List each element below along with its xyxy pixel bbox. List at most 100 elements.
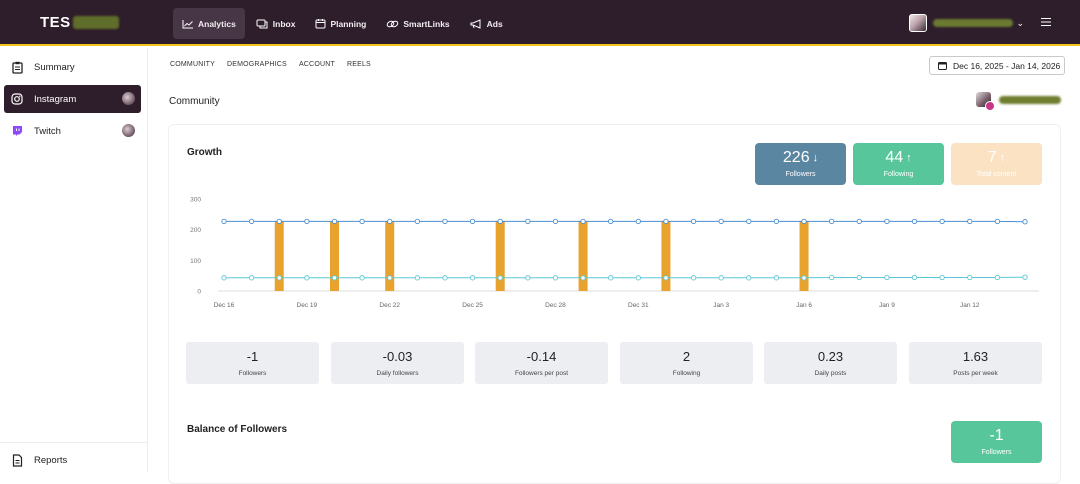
data-point	[940, 219, 944, 223]
sidebar-item-twitch[interactable]: Twitch	[4, 117, 141, 145]
hamburger-menu-icon[interactable]	[1040, 17, 1052, 27]
data-point	[774, 219, 778, 223]
data-point	[305, 219, 309, 223]
nav-smartlinks[interactable]: SmartLinks	[377, 8, 458, 39]
twitch-icon	[10, 124, 24, 138]
metric-label: Daily posts	[764, 370, 897, 377]
sidebar-item-label: Reports	[34, 455, 67, 466]
brand-name-redacted	[73, 16, 119, 29]
nav-analytics[interactable]: Analytics	[173, 8, 245, 39]
arrow-up-icon: ↑	[1000, 152, 1006, 164]
sidebar-item-label: Instagram	[34, 94, 76, 105]
metric-label: Posts per week	[909, 370, 1042, 377]
bar	[800, 221, 809, 291]
data-point	[885, 275, 889, 279]
data-point	[415, 219, 419, 223]
username-redacted	[933, 19, 1013, 27]
main-nav: Analytics Inbox Planning SmartLinks Ads	[173, 8, 514, 39]
nav-planning-label: Planning	[330, 19, 366, 29]
sidebar-item-reports[interactable]: Reports	[4, 446, 141, 474]
data-point	[415, 276, 419, 280]
metric-daily-followers: -0.03 Daily followers	[331, 342, 464, 384]
document-icon	[10, 453, 24, 467]
data-point	[443, 219, 447, 223]
data-point	[277, 219, 281, 223]
x-tick-label: Dec 22	[379, 302, 400, 309]
metric-daily-posts: 0.23 Daily posts	[764, 342, 897, 384]
data-point	[664, 219, 668, 223]
total-content-card: 7↑ Total content	[951, 143, 1042, 185]
metric-value: -0.03	[331, 349, 464, 364]
x-tick-label: Jan 12	[960, 302, 980, 309]
data-point	[912, 219, 916, 223]
data-point	[857, 275, 861, 279]
metric-value: 0.23	[764, 349, 897, 364]
sidebar-item-label: Twitch	[34, 126, 61, 137]
data-point	[747, 276, 751, 280]
date-range-picker[interactable]: Dec 16, 2025 - Jan 14, 2026	[929, 56, 1065, 75]
data-point	[470, 276, 474, 280]
avatar	[976, 92, 991, 107]
nav-ads[interactable]: Ads	[461, 8, 512, 39]
brand-logo[interactable]: TES	[40, 14, 119, 31]
metric-label: Followers	[186, 370, 319, 377]
metric-label: Followers per post	[475, 370, 608, 377]
brand-text: TES	[40, 14, 71, 31]
nav-planning[interactable]: Planning	[306, 8, 375, 39]
nav-ads-label: Ads	[487, 19, 503, 29]
data-point	[719, 219, 723, 223]
x-tick-label: Jan 3	[713, 302, 729, 309]
arrow-up-icon: ↑	[906, 152, 912, 164]
x-tick-label: Jan 9	[879, 302, 895, 309]
total-content-card-label: Total content	[951, 171, 1042, 178]
balance-title: Balance of Followers	[187, 424, 287, 435]
metric-value: 2	[620, 349, 753, 364]
account-name-redacted	[999, 96, 1061, 104]
data-point	[747, 219, 751, 223]
data-point	[498, 276, 502, 280]
instagram-icon	[985, 101, 995, 111]
sidebar: Summary Instagram Twitch Reports	[0, 48, 148, 472]
data-point	[719, 276, 723, 280]
data-point	[691, 276, 695, 280]
data-point	[581, 219, 585, 223]
chat-icon	[256, 19, 269, 29]
user-menu[interactable]: ⌄	[909, 14, 1024, 32]
chevron-down-icon: ⌄	[1016, 18, 1024, 29]
data-point	[802, 219, 806, 223]
data-point	[222, 219, 226, 223]
data-point	[968, 275, 972, 279]
followers-card-label: Followers	[755, 171, 846, 178]
nav-inbox[interactable]: Inbox	[247, 8, 305, 39]
metric-following: 2 Following	[620, 342, 753, 384]
tab-account[interactable]: ACCOUNT	[299, 61, 335, 68]
page-title: Community	[169, 96, 220, 107]
tab-community[interactable]: COMMUNITY	[170, 61, 215, 68]
metric-value: 1.63	[909, 349, 1042, 364]
bar	[385, 221, 394, 291]
sidebar-item-instagram[interactable]: Instagram	[4, 85, 141, 113]
data-point	[912, 275, 916, 279]
y-tick-label: 0	[197, 289, 201, 296]
metric-posts-per-week: 1.63 Posts per week	[909, 342, 1042, 384]
chart-line-icon	[182, 19, 194, 29]
followers-card: 226↓ Followers	[755, 143, 846, 185]
data-point	[940, 275, 944, 279]
data-point	[360, 276, 364, 280]
y-tick-label: 100	[190, 258, 201, 265]
calendar-icon	[315, 18, 326, 29]
y-tick-label: 200	[190, 227, 201, 234]
sidebar-item-summary[interactable]: Summary	[4, 53, 141, 81]
tab-demographics[interactable]: DEMOGRAPHICS	[227, 61, 287, 68]
bar	[496, 221, 505, 291]
x-tick-label: Dec 28	[545, 302, 566, 309]
calendar-icon	[938, 61, 947, 70]
tab-reels[interactable]: REELS	[347, 61, 371, 68]
x-tick-label: Dec 19	[297, 302, 318, 309]
data-point	[885, 219, 889, 223]
x-tick-label: Dec 25	[462, 302, 483, 309]
growth-title: Growth	[187, 147, 222, 158]
data-point	[691, 219, 695, 223]
following-card-value: 44	[885, 149, 903, 167]
